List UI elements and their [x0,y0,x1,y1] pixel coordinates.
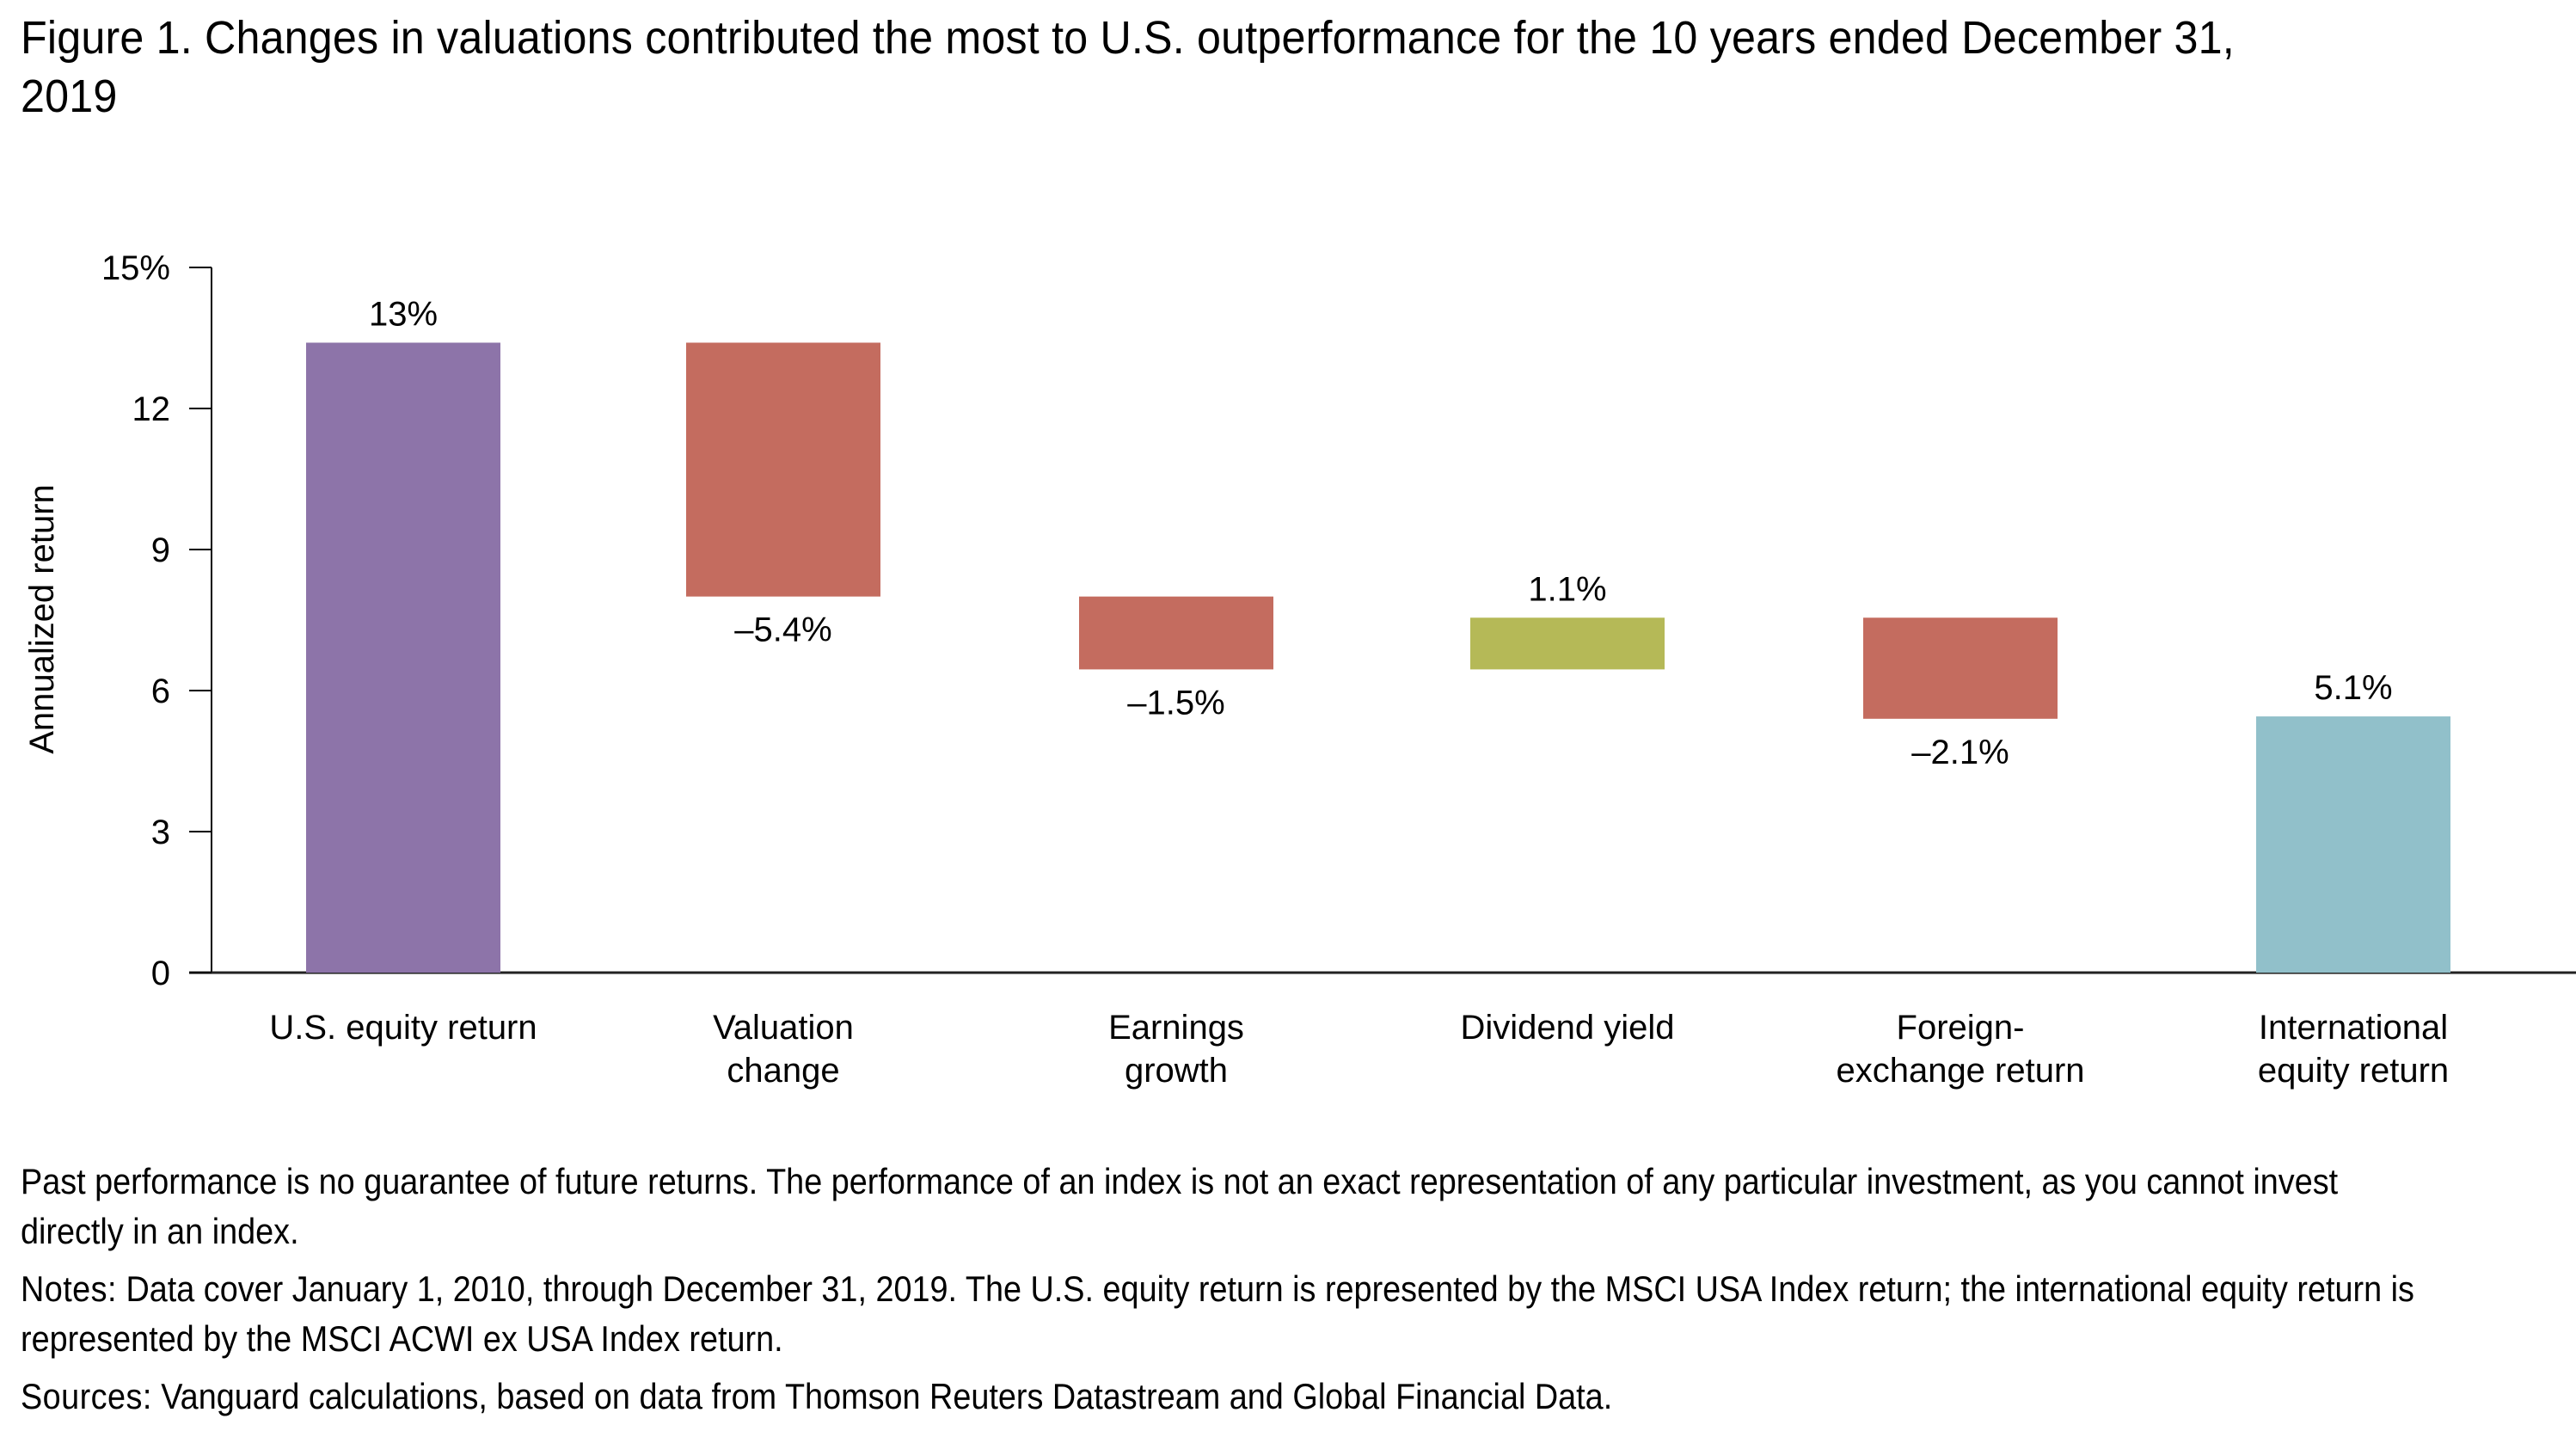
bar-increase [1470,617,1665,670]
y-axis-label: Annualized return [23,484,61,754]
y-tick-label: 12 [132,390,171,428]
y-tick-label: 9 [151,531,170,569]
x-tick-label: Foreign- [1897,1009,2025,1047]
footer: Past performance is no guarantee of futu… [21,1157,2435,1429]
x-tick-label: International [2259,1009,2448,1047]
x-tick-label: change [727,1052,839,1090]
y-tick-label: 0 [151,955,170,992]
notes-text: Data cover January 1, 2010, through Dece… [21,1268,2414,1359]
notes-label: Notes: [21,1268,117,1309]
x-tick-label: U.S. equity return [269,1009,537,1047]
x-tick-label: Earnings [1108,1009,1244,1047]
x-axis-categories: U.S. equity return Valuation change Earning… [269,1009,2449,1090]
bar-decrease [686,342,880,597]
y-tick-label: 15% [101,249,170,287]
bar-decrease [1863,617,2058,719]
data-label: 13% [369,295,438,333]
figure-title: Figure 1. Changes in valuations contribu… [21,12,2235,122]
y-axis: 0 3 6 9 12 15% [101,249,2576,992]
y-tick-label: 6 [151,673,170,710]
data-label: –1.5% [1127,684,1224,722]
sources-text: Vanguard calculations, based on data fro… [151,1376,1613,1416]
sources: Sources: Vanguard calculations, based on… [21,1372,2435,1422]
y-tick-label: 3 [151,814,170,851]
bar-total [2256,716,2450,973]
x-tick-label: exchange return [1836,1052,2084,1090]
x-tick-label: Dividend yield [1460,1009,1674,1047]
bar-decrease [1079,596,1273,670]
x-tick-label: Valuation [713,1009,854,1047]
sources-label: Sources: [21,1376,152,1416]
waterfall-chart: 0 3 6 9 12 15% 13% –5.4% –1.5% 1.1% –2.1% 5.1% U.S… [23,249,2576,1090]
data-label: –2.1% [1911,734,2009,771]
data-labels: 13% –5.4% –1.5% 1.1% –2.1% 5.1% [369,295,2393,771]
data-label: 1.1% [1528,570,1606,608]
x-tick-label: growth [1125,1052,1228,1090]
data-label: 5.1% [2314,669,2392,707]
data-label: –5.4% [734,611,831,649]
x-tick-label: equity return [2258,1052,2449,1090]
bar-total [306,342,500,973]
notes: Notes: Data cover January 1, 2010, throu… [21,1264,2435,1364]
disclaimer-text: Past performance is no guarantee of futu… [21,1161,2339,1251]
bars [306,342,2450,973]
